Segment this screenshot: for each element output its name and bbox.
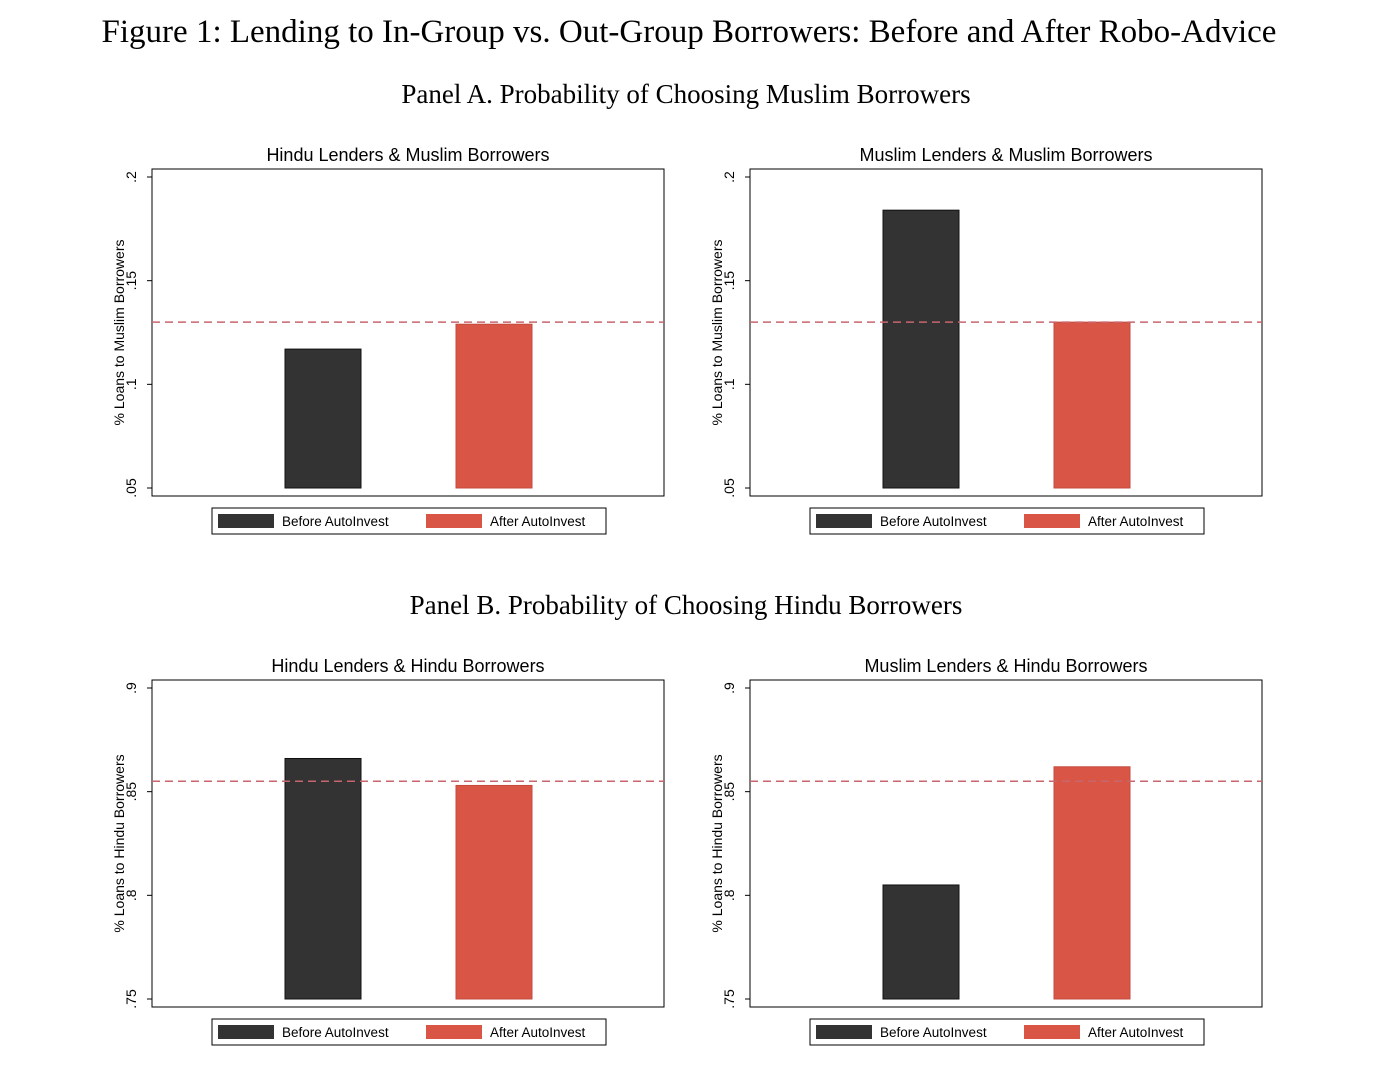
y-tick-label: .9 bbox=[123, 682, 139, 694]
legend-label: Before AutoInvest bbox=[880, 514, 987, 529]
legend-label: Before AutoInvest bbox=[282, 1025, 389, 1040]
bar-before-autoinvest bbox=[882, 884, 960, 1000]
bar-after-autoinvest bbox=[1053, 321, 1131, 489]
y-tick-label: .15 bbox=[123, 271, 139, 291]
y-tick-label: .75 bbox=[123, 989, 139, 1009]
y-tick-label: .05 bbox=[721, 478, 737, 498]
y-tick-label: .2 bbox=[123, 171, 139, 183]
y-tick-label: .1 bbox=[721, 378, 737, 390]
legend-key bbox=[816, 514, 872, 528]
legend-key bbox=[426, 514, 482, 528]
y-tick-label: .2 bbox=[721, 171, 737, 183]
legend-key bbox=[218, 514, 274, 528]
legend-box bbox=[809, 507, 1205, 535]
y-tick-label: .1 bbox=[123, 378, 139, 390]
y-axis-label: % Loans to Muslim Borrowers bbox=[709, 240, 725, 426]
legend-key bbox=[1024, 1025, 1080, 1039]
y-tick-label: .15 bbox=[721, 271, 737, 291]
bar-before-autoinvest bbox=[284, 348, 362, 489]
chart-hindu-lenders-hindu-borrowers: Hindu Lenders & Hindu Borrowers .75 .8 .85.… bbox=[111, 656, 665, 1046]
legend-label: After AutoInvest bbox=[1088, 1025, 1184, 1040]
plot-frame bbox=[749, 679, 1263, 1008]
bar-before-autoinvest bbox=[882, 209, 960, 489]
legend-key bbox=[426, 1025, 482, 1039]
chart-hindu-lenders-muslim-borrowers: Hindu Lenders & Muslim Borrowers .05 .1 .15… bbox=[111, 145, 665, 535]
y-axis-label: % Loans to Hindu Borrowers bbox=[111, 754, 127, 932]
y-tick-label: .75 bbox=[721, 989, 737, 1009]
chart-muslim-lenders-muslim-borrowers: Muslim Lenders & Muslim Borrowers .05 .1 .1… bbox=[709, 145, 1263, 535]
chart-title: Muslim Lenders & Muslim Borrowers bbox=[859, 145, 1152, 165]
legend-label: After AutoInvest bbox=[490, 1025, 586, 1040]
y-tick-label: .85 bbox=[123, 782, 139, 802]
bar-after-autoinvest bbox=[455, 323, 533, 489]
panel-b-title: Panel B. Probability of Choosing Hindu B… bbox=[409, 590, 963, 620]
legend-box bbox=[211, 507, 607, 535]
bar-after-autoinvest bbox=[1053, 766, 1131, 1000]
panel-a-title: Panel A. Probability of Choosing Muslim … bbox=[401, 79, 971, 109]
y-tick-label: .8 bbox=[123, 889, 139, 901]
figure-title: Figure 1: Lending to In-Group vs. Out-Gr… bbox=[101, 14, 1277, 50]
y-tick-label: .9 bbox=[721, 682, 737, 694]
legend-label: Before AutoInvest bbox=[282, 514, 389, 529]
legend-label: After AutoInvest bbox=[490, 514, 586, 529]
chart-title: Muslim Lenders & Hindu Borrowers bbox=[864, 656, 1147, 676]
legend-key bbox=[816, 1025, 872, 1039]
bar-before-autoinvest bbox=[284, 757, 362, 1000]
y-axis-label: % Loans to Muslim Borrowers bbox=[111, 240, 127, 426]
legend-key bbox=[1024, 514, 1080, 528]
legend-box bbox=[211, 1018, 607, 1046]
chart-title: Hindu Lenders & Muslim Borrowers bbox=[266, 145, 549, 165]
legend-key bbox=[218, 1025, 274, 1039]
y-tick-label: .05 bbox=[123, 478, 139, 498]
y-tick-label: .8 bbox=[721, 889, 737, 901]
plot-frame bbox=[151, 679, 665, 1008]
plot-frame bbox=[749, 168, 1263, 497]
y-tick-label: .85 bbox=[721, 782, 737, 802]
legend-label: After AutoInvest bbox=[1088, 514, 1184, 529]
chart-title: Hindu Lenders & Hindu Borrowers bbox=[271, 656, 544, 676]
bar-after-autoinvest bbox=[455, 784, 533, 1000]
y-axis-label: % Loans to Hindu Borrowers bbox=[709, 754, 725, 932]
legend-box bbox=[809, 1018, 1205, 1046]
legend-label: Before AutoInvest bbox=[880, 1025, 987, 1040]
plot-frame bbox=[151, 168, 665, 497]
chart-muslim-lenders-hindu-borrowers: Muslim Lenders & Hindu Borrowers .75 .8 .85… bbox=[709, 656, 1263, 1046]
